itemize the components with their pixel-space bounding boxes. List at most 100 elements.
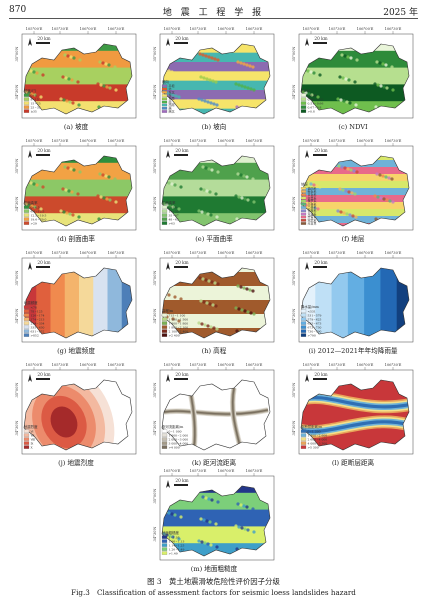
x-tick-label: 106°30′E [385,27,402,31]
legend-label: 0~19 [169,206,177,210]
legend-label: 东北 [169,89,175,94]
legend-label: 西南 [169,102,175,107]
x-tick-label: 106°30′E [108,139,125,143]
north-arrow-icon [166,480,170,488]
legend-label: 古近系 [308,192,317,197]
y-tick-label: 34°30′N [15,421,19,436]
x-tick-label: 105°00′E [303,363,320,367]
map-b: 105°00′E 105°30′E 106°00′E 106°30′E 35°00′N 3… [153,27,275,119]
legend-swatch [300,433,307,437]
x-tick-label: 105°30′E [190,363,207,367]
legend-swatch [161,100,168,104]
legend-title: 高程/m [162,308,174,313]
scale-bar [313,154,327,156]
scale-bar [174,42,188,44]
x-tick-label: 106°00′E [218,27,235,31]
x-tick-label: 106°00′E [218,469,235,473]
page-header: 870 地 震 工 程 学 报 2025 年 [0,0,427,20]
map-panel-d: 105°00′E 105°30′E 106°00′E 106°30′E 35°00′N 3… [12,136,140,248]
legend-label: 0~1 300 [308,430,321,434]
legend-swatch [161,535,168,539]
legend-swatch [161,321,168,325]
x-tick-label: 105°30′E [329,27,346,31]
panel-caption: (k) 距河流距离 [191,459,237,467]
legend-swatch [23,221,30,225]
x-tick-label: 105°00′E [303,27,320,31]
legend-swatch [23,329,30,333]
scale-label: 20 km [175,260,188,265]
legend-label: 25~35 [31,106,41,110]
legend-swatch [23,109,30,113]
legend-swatch [300,101,307,105]
y-tick-label: 34°30′N [292,309,296,324]
scale-label: 20 km [37,372,50,377]
legend-label: 东南 [169,96,175,101]
legend-title: 距断层距离/m [301,424,323,429]
legend-label: 2 100~2 400 [169,330,189,334]
legend-swatch [161,221,168,225]
legend-label: 214~334 [31,322,45,326]
x-tick-label: 106°30′E [108,27,125,31]
legend-swatch [161,205,168,209]
legend-swatch [300,202,307,206]
legend-swatch [23,93,30,97]
x-tick-label: 105°00′E [164,469,181,473]
legend-swatch [23,429,30,433]
legend-swatch [23,209,30,213]
legend-swatch [161,97,168,101]
legend-label: 西北 [169,109,175,114]
x-tick-label: 106°30′E [246,139,263,143]
legend-swatch [161,84,168,88]
map-panel-l: 105°00′E 105°30′E 106°00′E 106°30′E 35°00′N 3… [289,360,417,472]
legend-swatch [300,97,307,101]
legend-swatch [23,213,30,217]
legend-swatch [161,325,168,329]
legend-title: 距河流距离/m [162,424,184,429]
y-tick-label: 35°00′N [153,383,157,398]
legend-title: 坡度/(°) [24,88,37,93]
panel-caption: (h) 高程 [201,347,227,355]
legend-label: 1.26~1.49 [169,548,185,552]
y-tick-label: 35°00′N [15,159,19,174]
scale-label: 20 km [37,260,50,265]
legend-swatch [300,437,307,441]
legend-label: 579~625 [308,318,322,322]
y-tick-label: 34°30′N [292,421,296,436]
legend-swatch [300,321,307,325]
legend-title: 地层 [301,182,308,187]
legend-label: 三叠系 [308,201,317,206]
legend-label: 1 300~2 600 [308,434,328,438]
x-tick-label: 106°00′E [357,363,374,367]
legend-label: 侏罗系 [308,198,317,203]
north-arrow-icon [305,38,309,46]
x-tick-label: 105°00′E [26,139,43,143]
legend-label: 第四系 [308,185,317,190]
y-tick-label: 35°00′N [15,383,19,398]
north-arrow-icon [28,38,32,46]
study-area-boundary [300,43,410,115]
legend-swatch [23,97,30,101]
study-area-boundary [161,379,271,451]
scale-bar [313,378,327,380]
legend-label: 35~47 [169,214,179,218]
journal-title: 地 震 工 程 学 报 [162,8,265,18]
legend-label: 志留系 [308,214,317,219]
panel-caption: (f) 地层 [341,235,365,243]
legend-swatch [300,317,307,321]
journal-year: 2025 年 [383,8,418,18]
x-tick-label: 105°00′E [164,139,181,143]
map-f: 105°00′E 105°30′E 106°00′E 106°30′E 35°00′N 3… [292,139,414,231]
x-tick-label: 105°30′E [52,27,69,31]
legend-label: <78 [31,306,37,310]
legend-label: Ⅶ [30,434,35,438]
x-tick-label: 106°00′E [218,251,235,255]
legend-swatch [23,321,30,325]
legend-label: 3 000~4 000 [169,442,189,446]
panel-caption: (c) NDVI [338,123,368,131]
y-tick-label: 34°30′N [292,85,296,100]
x-tick-label: 105°00′E [303,139,320,143]
